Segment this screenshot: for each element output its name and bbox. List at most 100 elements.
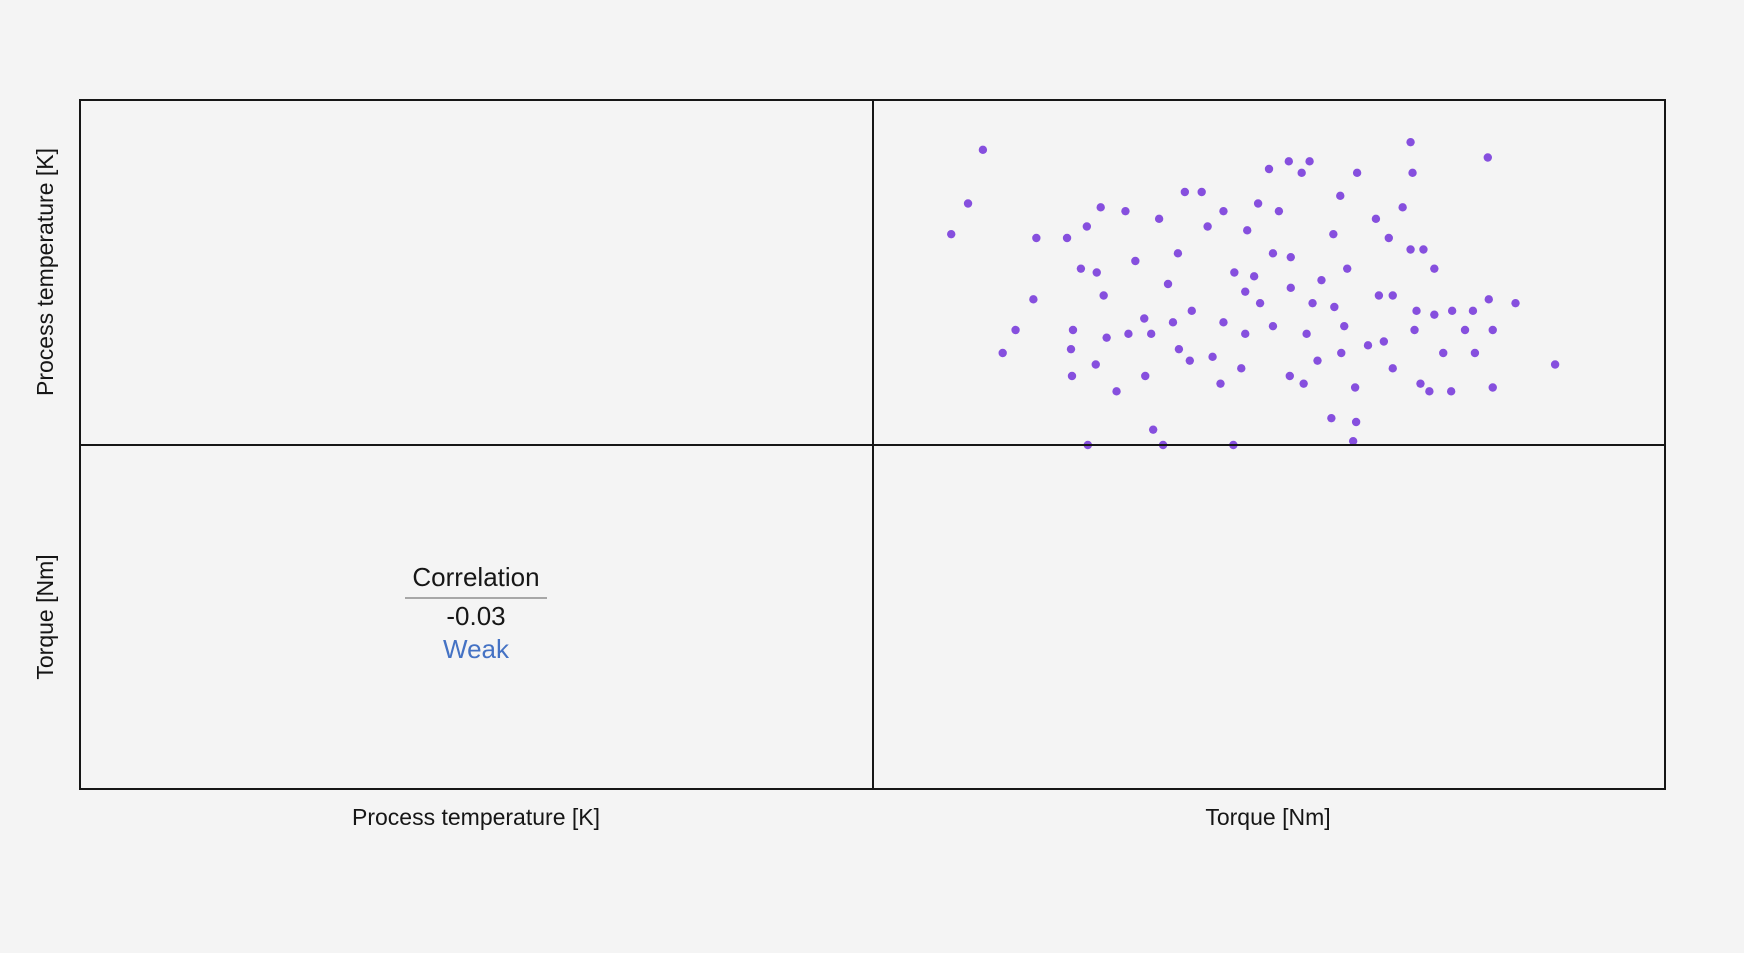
point [1131,256,1140,266]
point [1066,344,1076,354]
point [1168,318,1178,327]
correlation-label: Correlation [412,562,539,592]
point [1336,191,1345,201]
point [1488,383,1497,392]
point [1141,371,1150,381]
point [1348,436,1358,446]
point [1286,252,1295,262]
point [1268,321,1278,331]
point [1329,229,1338,239]
row-label: Torque [Nm] [32,554,58,679]
point [1406,137,1415,147]
point [1302,329,1311,339]
point [1446,387,1456,396]
point [1470,348,1480,358]
point [1230,268,1239,277]
point [1460,325,1470,335]
point [1313,356,1322,365]
point [1299,379,1308,388]
column-label: Process temperature [K] [352,804,600,830]
correlation-strength: Weak [443,634,510,664]
point [1096,203,1105,212]
point [1241,329,1250,339]
point [1343,264,1352,273]
point [1337,348,1346,358]
point [1029,295,1038,304]
point [998,348,1007,358]
point [1099,291,1108,300]
correlation-value: -0.03 [446,601,505,631]
point [1219,206,1228,216]
point [1268,249,1278,258]
point [1340,321,1349,331]
point [1468,306,1478,316]
points [947,137,1560,450]
point [1102,333,1111,342]
point [1255,298,1265,308]
point [1297,168,1306,178]
row-label: Process temperature [K] [32,148,58,396]
point [1124,329,1133,339]
point [1062,233,1072,243]
point [1412,306,1421,316]
point [1067,371,1077,381]
point [1187,306,1196,316]
point [1447,306,1457,316]
point [1374,291,1384,300]
point [1416,379,1425,388]
point [1305,157,1314,166]
point [1384,233,1393,243]
point [1180,187,1190,197]
point [1154,214,1164,224]
point [1264,164,1274,174]
point [1352,168,1362,178]
point [1330,302,1339,312]
point [1419,245,1428,254]
point [1550,360,1560,369]
point [1410,325,1419,335]
point [1439,348,1448,358]
point [1082,222,1092,231]
point [1408,168,1417,178]
point [1274,206,1284,216]
point [1091,360,1100,369]
point [1363,341,1373,350]
point [1121,206,1130,216]
point [1406,245,1415,254]
point [1174,344,1184,354]
point [1285,371,1294,381]
point [1317,275,1326,285]
point [1173,249,1183,258]
point [1216,379,1225,388]
point [1163,279,1173,289]
point [1197,187,1206,197]
point [1208,352,1217,362]
point [1488,325,1497,335]
point [1398,203,1407,212]
point [1430,310,1439,319]
point [1284,157,1294,166]
point [1308,298,1317,308]
point [1140,314,1149,323]
point [1425,387,1434,396]
point [963,199,973,208]
point [1388,364,1397,373]
point [1511,298,1520,308]
point [1148,425,1158,434]
point [1011,325,1020,335]
point [1483,153,1492,162]
point [1388,291,1397,300]
point [1371,214,1381,224]
point [1241,287,1250,296]
point [1484,295,1493,304]
point [1237,364,1246,373]
point [1032,233,1041,243]
point [1219,318,1228,327]
point [1351,417,1361,427]
point [1112,387,1121,396]
column-label: Torque [Nm] [1205,804,1330,830]
point [1203,222,1212,231]
point [1327,413,1336,423]
